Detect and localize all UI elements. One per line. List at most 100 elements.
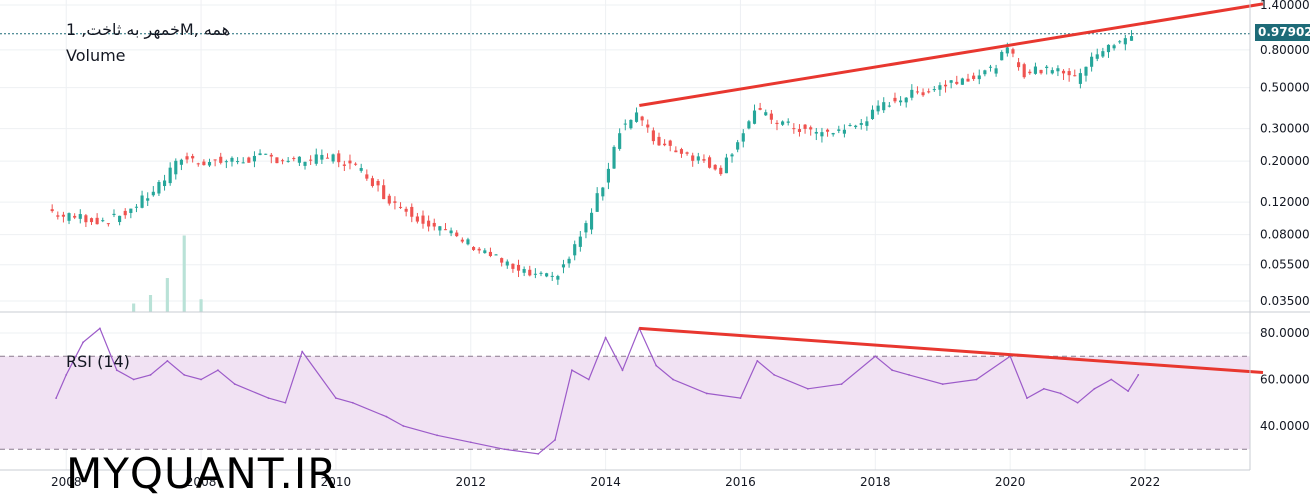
rsi-point xyxy=(1127,390,1130,393)
candle-body xyxy=(977,75,981,80)
candle-body xyxy=(663,143,667,146)
price-tick-label: 0.05500 xyxy=(1260,258,1310,272)
candle-body xyxy=(578,236,582,247)
line-layer xyxy=(0,2,1264,455)
price-tick-label: 1.40000 xyxy=(1260,0,1310,12)
candle-body xyxy=(56,215,60,217)
candle-body xyxy=(342,164,346,166)
candle-body xyxy=(539,272,543,274)
candle-body xyxy=(837,129,841,131)
rsi-point xyxy=(739,397,742,399)
candle-body xyxy=(781,121,785,125)
candle-body xyxy=(438,226,442,231)
rsi-label: RSI (14) xyxy=(66,352,130,371)
rsi-point xyxy=(217,369,219,372)
candle-body xyxy=(275,157,279,164)
rsi-point xyxy=(55,397,58,399)
rsi-point xyxy=(806,387,809,390)
rsi-point xyxy=(99,327,101,330)
candle-body xyxy=(573,244,577,256)
candle-body xyxy=(427,220,431,227)
rsi-point xyxy=(537,453,540,455)
rsi-point xyxy=(351,401,354,404)
rsi-point xyxy=(874,355,877,358)
volume-bar xyxy=(165,278,169,312)
candle-body xyxy=(679,149,684,154)
candle-body xyxy=(854,125,858,128)
candle-body xyxy=(674,150,678,153)
candle-body xyxy=(196,163,200,165)
rsi-point xyxy=(655,364,658,367)
candle-body xyxy=(960,78,964,85)
candle-body xyxy=(320,154,324,160)
time-tick-label: 2018 xyxy=(860,475,891,489)
candle-body xyxy=(118,215,122,223)
candle-body xyxy=(595,193,599,212)
candle-body xyxy=(269,154,273,157)
candle-body xyxy=(792,128,796,130)
candle-body xyxy=(932,89,936,91)
candle-body xyxy=(376,181,380,186)
candle-body xyxy=(325,157,330,159)
candle-body xyxy=(590,212,594,230)
candle-body xyxy=(522,268,526,273)
rsi-point xyxy=(469,441,472,444)
candle-body xyxy=(157,181,161,194)
candle-body xyxy=(236,161,240,163)
candle-body xyxy=(123,210,127,216)
candle-body xyxy=(387,195,391,204)
time-tick-label: 2016 xyxy=(725,475,756,489)
price-tick-label: 0.80000 xyxy=(1260,43,1310,57)
candle-body xyxy=(410,206,414,217)
rsi-point xyxy=(65,373,68,376)
candle-body xyxy=(1090,56,1094,67)
rsi-point xyxy=(1042,387,1045,390)
rsi-point xyxy=(604,336,607,339)
candle-body xyxy=(775,122,779,125)
candle-body xyxy=(1073,75,1077,77)
rsi-point xyxy=(756,360,759,362)
candle-body xyxy=(814,131,818,134)
rsi-point xyxy=(1093,387,1096,390)
rsi-point xyxy=(672,378,674,381)
candle-body xyxy=(1045,66,1049,69)
rsi-band-layer xyxy=(0,355,1250,450)
candle-body xyxy=(264,153,268,155)
candle-body xyxy=(820,132,824,137)
candle-body xyxy=(432,222,436,227)
axis-layer: 1.40000 0.80000 0.50000 0.30000 0.20000 0.120… xyxy=(0,0,1310,489)
candle-body xyxy=(634,112,639,122)
candle-body xyxy=(219,156,223,163)
rsi-point xyxy=(621,369,624,372)
candle-body xyxy=(73,215,77,218)
rsi-point xyxy=(385,415,388,418)
candle-body xyxy=(876,105,880,112)
candle-body xyxy=(921,92,925,96)
candle-body xyxy=(893,97,897,102)
candle-body xyxy=(556,276,560,280)
volume-label: Volume xyxy=(66,46,126,65)
candle-body xyxy=(741,133,745,142)
time-tick-label: 2012 xyxy=(455,475,486,489)
candle-body xyxy=(758,108,762,110)
volume-layer xyxy=(132,235,203,312)
rsi-point xyxy=(1137,373,1140,376)
time-tick-label: 2014 xyxy=(590,475,621,489)
candle-body xyxy=(202,161,206,166)
candle-body xyxy=(528,269,532,276)
rsi-point xyxy=(503,448,506,451)
candle-body xyxy=(938,85,942,90)
candle-body xyxy=(752,110,757,124)
candle-body xyxy=(831,133,835,135)
candle-body xyxy=(1000,51,1004,61)
candle-body xyxy=(966,78,970,82)
candle-body xyxy=(61,214,65,217)
price-tick-label: 0.50000 xyxy=(1260,81,1310,95)
candle-body xyxy=(1123,38,1127,45)
candle-body xyxy=(370,178,375,186)
candle-body xyxy=(1005,47,1009,54)
candle-body xyxy=(241,162,245,164)
candle-body xyxy=(668,140,672,146)
